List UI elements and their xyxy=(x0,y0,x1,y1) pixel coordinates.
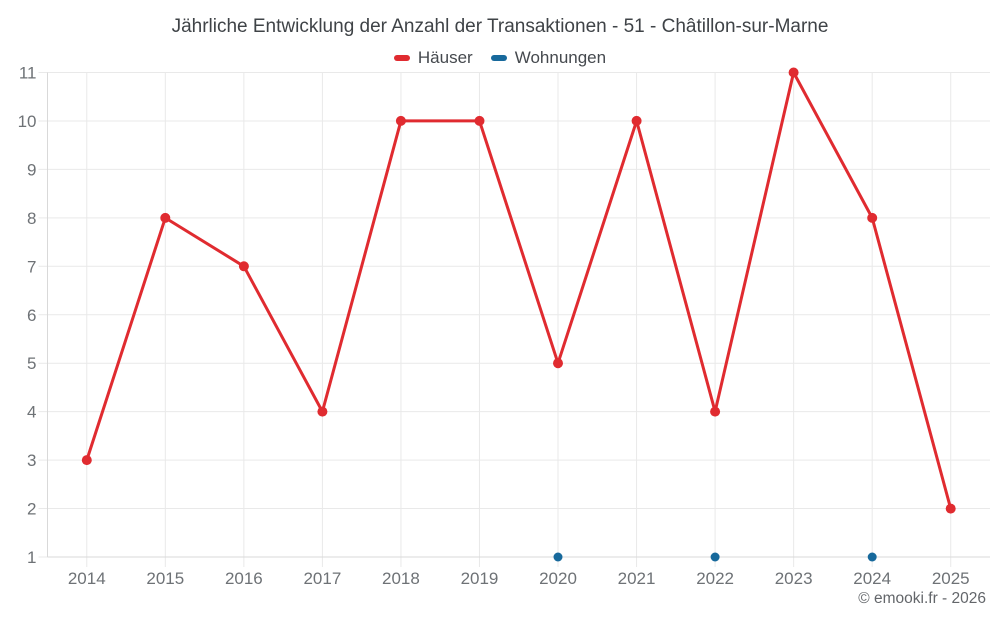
svg-text:2020: 2020 xyxy=(539,569,577,588)
legend: Häuser Wohnungen xyxy=(0,46,1000,70)
svg-text:2017: 2017 xyxy=(303,569,341,588)
svg-text:2023: 2023 xyxy=(775,569,813,588)
svg-text:9: 9 xyxy=(27,160,36,179)
svg-text:2014: 2014 xyxy=(68,569,106,588)
legend-item-wohnungen[interactable]: Wohnungen xyxy=(490,48,607,68)
svg-text:3: 3 xyxy=(27,451,36,470)
chart-title: Jährliche Entwicklung der Anzahl der Tra… xyxy=(171,16,829,37)
legend-label-wohnungen: Wohnungen xyxy=(514,48,607,67)
svg-text:5: 5 xyxy=(27,354,36,373)
svg-text:2025: 2025 xyxy=(932,569,970,588)
svg-text:2: 2 xyxy=(27,500,36,519)
copyright-label: © emooki.fr - 2026 xyxy=(858,590,986,607)
svg-text:2015: 2015 xyxy=(146,569,184,588)
svg-text:2016: 2016 xyxy=(225,569,263,588)
svg-text:2024: 2024 xyxy=(853,569,891,588)
svg-text:2019: 2019 xyxy=(461,569,499,588)
hauser-series-swatch-icon xyxy=(393,55,410,61)
svg-text:7: 7 xyxy=(27,257,36,276)
legend-item-hauser[interactable]: Häuser xyxy=(393,48,473,68)
svg-text:2021: 2021 xyxy=(618,569,656,588)
svg-text:1: 1 xyxy=(27,548,36,567)
wohnungen-series-swatch-icon xyxy=(490,55,507,61)
svg-text:2022: 2022 xyxy=(696,569,734,588)
legend-label-hauser: Häuser xyxy=(417,48,473,67)
svg-text:8: 8 xyxy=(27,209,36,228)
svg-text:10: 10 xyxy=(18,112,37,131)
svg-text:6: 6 xyxy=(27,306,36,325)
svg-text:4: 4 xyxy=(27,403,36,422)
svg-text:2018: 2018 xyxy=(382,569,420,588)
svg-text:11: 11 xyxy=(19,64,37,83)
